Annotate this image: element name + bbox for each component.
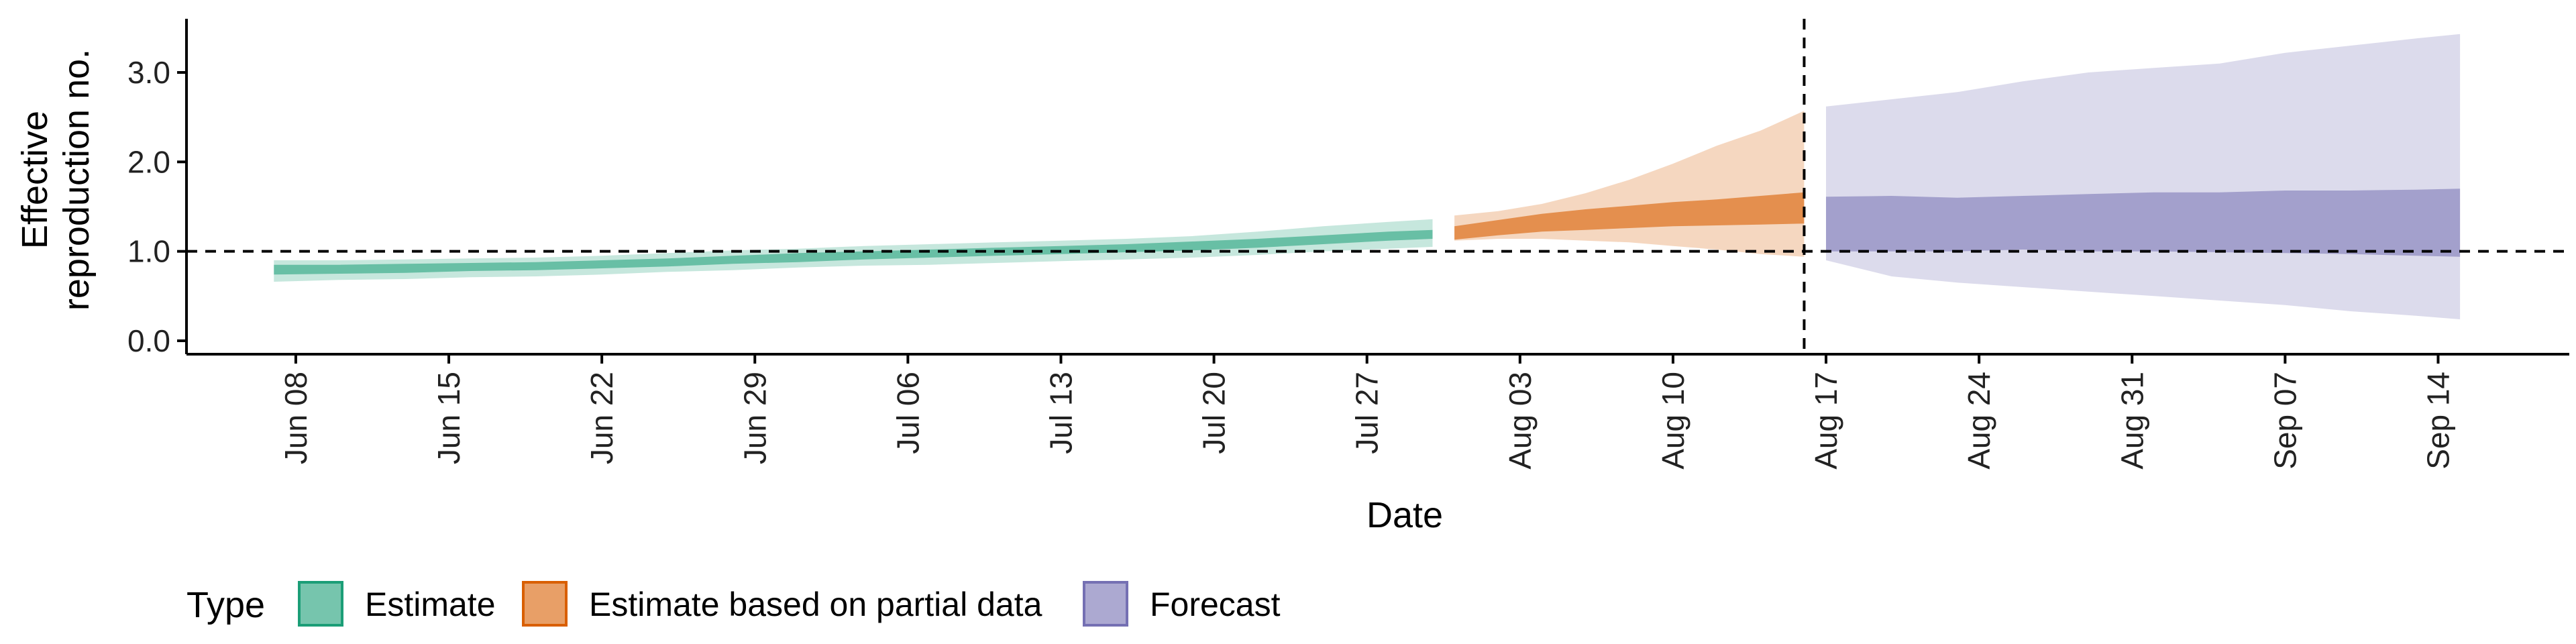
y-tick-label: 3.0 xyxy=(127,55,170,90)
x-tick-label: Sep 14 xyxy=(2421,372,2456,470)
x-tick-label: Aug 31 xyxy=(2114,372,2149,470)
legend-label-estimate: Estimate xyxy=(365,586,496,623)
x-axis-title: Date xyxy=(1366,495,1443,535)
x-tick-label: Jul 06 xyxy=(890,372,925,454)
y-tick-label: 2.0 xyxy=(127,144,170,179)
x-tick-label: Jul 13 xyxy=(1044,372,1079,454)
reference-lines xyxy=(186,19,2569,354)
x-tick-label: Jun 22 xyxy=(584,372,619,464)
legend: Type Estimate Estimate based on partial da… xyxy=(186,581,1281,627)
x-tick-label: Jun 29 xyxy=(737,372,772,464)
y-tick-label: 0.0 xyxy=(127,323,170,358)
legend-title: Type xyxy=(186,585,265,625)
legend-label-partial: Estimate based on partial data xyxy=(589,586,1042,623)
x-tick-label: Aug 03 xyxy=(1503,372,1538,470)
ribbon-bands xyxy=(274,34,2461,319)
x-tick-label: Jun 15 xyxy=(431,372,466,464)
x-tick-label: Jun 08 xyxy=(278,372,313,464)
forecast-band-50 xyxy=(1826,189,2461,257)
x-tick-label: Aug 17 xyxy=(1809,372,1843,470)
axes: 0.0 1.0 2.0 3.0 Jun 08 Jun 15 Jun 22 Jun 29 Jul … xyxy=(15,19,2569,535)
x-tick-label: Aug 24 xyxy=(1962,372,1996,470)
x-tick-label: Jul 20 xyxy=(1197,372,1232,454)
y-axis-title-line: Effective xyxy=(15,111,55,249)
legend-key-estimate xyxy=(298,581,343,627)
partial-band-90 xyxy=(1454,111,1805,257)
y-tick-label: 1.0 xyxy=(127,234,170,269)
y-axis-title-line: reproduction no. xyxy=(56,49,97,311)
legend-key-forecast xyxy=(1083,581,1128,627)
legend-key-partial xyxy=(522,581,568,627)
x-tick-label: Jul 27 xyxy=(1350,372,1385,454)
x-tick-label: Aug 10 xyxy=(1656,372,1690,470)
forecast-band-90 xyxy=(1826,34,2461,319)
legend-label-forecast: Forecast xyxy=(1150,586,1281,623)
x-tick-label: Sep 07 xyxy=(2267,372,2302,470)
partial-band-50 xyxy=(1454,192,1805,240)
